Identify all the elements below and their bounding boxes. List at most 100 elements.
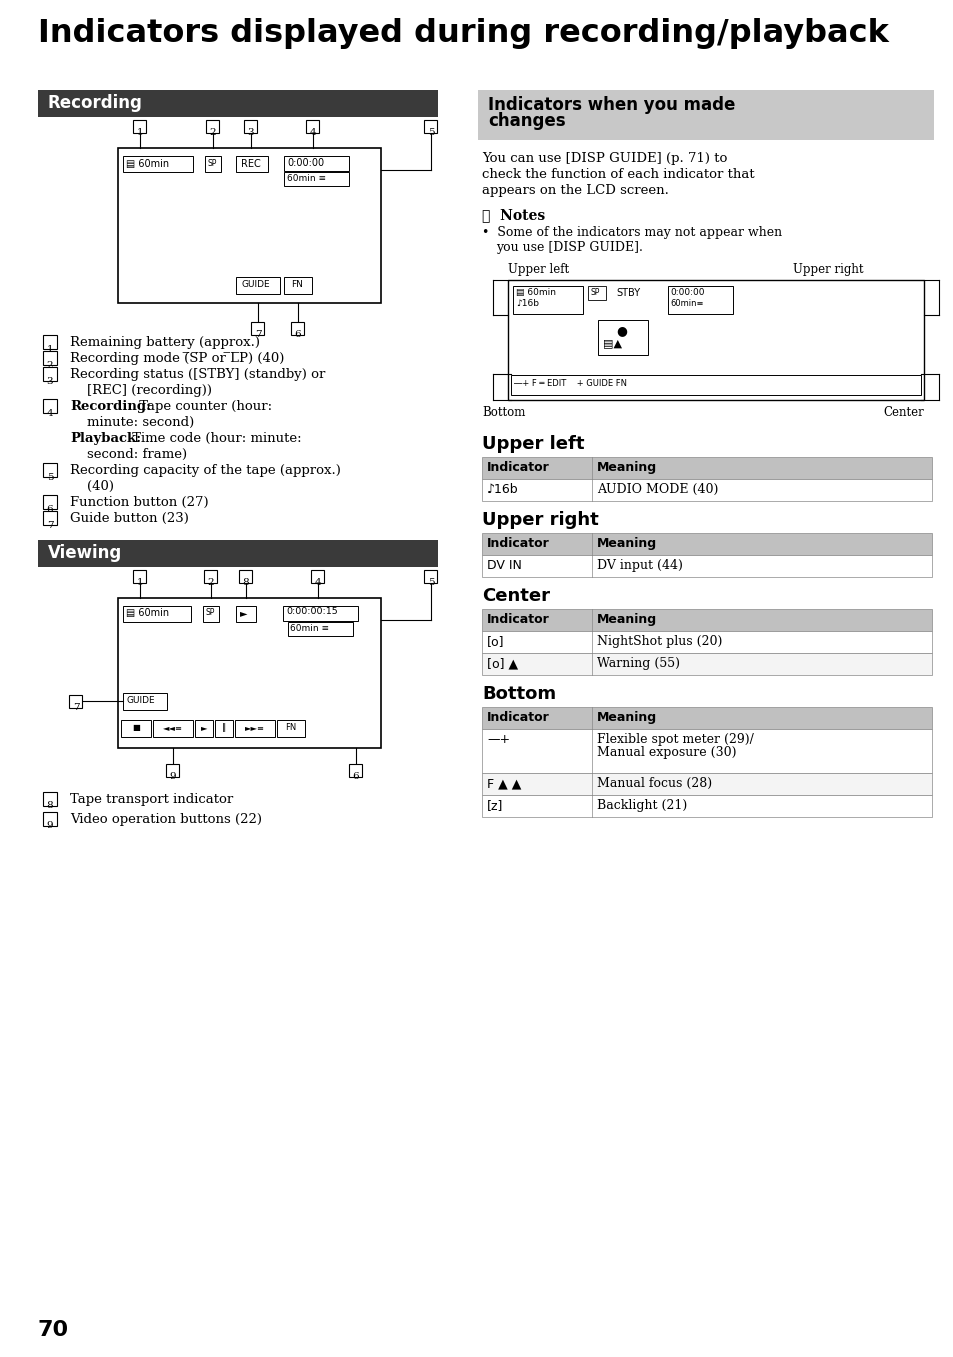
Text: 3: 3 bbox=[248, 128, 254, 137]
Text: FN: FN bbox=[291, 280, 302, 289]
Text: 2: 2 bbox=[47, 361, 53, 369]
Text: Indicators displayed during recording/playback: Indicators displayed during recording/pl… bbox=[38, 18, 888, 49]
Text: Guide button (23): Guide button (23) bbox=[70, 512, 189, 525]
Bar bbox=[203, 607, 219, 622]
Text: Tape transport indicator: Tape transport indicator bbox=[70, 792, 233, 806]
Text: ►: ► bbox=[240, 608, 247, 617]
Text: Flexible spot meter (29)/: Flexible spot meter (29)/ bbox=[597, 733, 753, 746]
Text: Upper right: Upper right bbox=[793, 263, 863, 275]
Text: 7: 7 bbox=[47, 521, 53, 529]
Bar bbox=[477, 90, 933, 140]
Text: Upper left: Upper left bbox=[481, 436, 584, 453]
Text: 60min ≡: 60min ≡ bbox=[290, 624, 329, 632]
Text: 60min ≡: 60min ≡ bbox=[287, 174, 326, 183]
Text: —+: —+ bbox=[486, 733, 510, 746]
Bar bbox=[167, 764, 179, 776]
Text: 0:00:00: 0:00:00 bbox=[669, 288, 703, 297]
Text: Warning (55): Warning (55) bbox=[597, 657, 679, 670]
Text: second: frame): second: frame) bbox=[70, 448, 187, 461]
Bar bbox=[133, 570, 147, 582]
Text: ♪16b: ♪16b bbox=[516, 299, 538, 308]
Text: ♪16b: ♪16b bbox=[486, 483, 518, 497]
Bar bbox=[43, 463, 57, 478]
Text: Indicator: Indicator bbox=[486, 537, 549, 550]
Bar bbox=[481, 729, 931, 773]
Text: Time code (hour: minute:: Time code (hour: minute: bbox=[129, 432, 302, 445]
Text: Center: Center bbox=[882, 406, 923, 419]
Text: Meaning: Meaning bbox=[597, 711, 657, 725]
Text: ■: ■ bbox=[132, 723, 140, 731]
Text: Bottom: Bottom bbox=[481, 685, 556, 703]
Text: 4: 4 bbox=[310, 128, 316, 137]
Bar bbox=[123, 607, 191, 622]
Bar bbox=[292, 322, 304, 334]
Text: 5: 5 bbox=[427, 578, 434, 588]
Text: ►: ► bbox=[200, 723, 207, 731]
Text: Upper left: Upper left bbox=[507, 263, 569, 275]
Bar bbox=[306, 119, 319, 133]
Text: 2: 2 bbox=[208, 578, 214, 588]
Bar bbox=[121, 721, 151, 737]
Text: SP: SP bbox=[208, 159, 217, 168]
Text: AUDIO MODE (40): AUDIO MODE (40) bbox=[597, 483, 718, 497]
Bar bbox=[507, 280, 923, 400]
Text: REC: REC bbox=[241, 159, 260, 170]
Text: 60min≡: 60min≡ bbox=[669, 299, 702, 308]
Bar bbox=[204, 570, 217, 582]
Bar bbox=[194, 721, 213, 737]
Text: 0:00:00: 0:00:00 bbox=[287, 157, 324, 168]
Text: Upper right: Upper right bbox=[481, 512, 598, 529]
Text: Recording mode (̅S̅P or ̅L̅P) (40): Recording mode (̅S̅P or ̅L̅P) (40) bbox=[70, 351, 284, 365]
Text: Manual exposure (30): Manual exposure (30) bbox=[597, 746, 736, 759]
Text: 9: 9 bbox=[170, 772, 176, 782]
Bar bbox=[481, 653, 931, 674]
Text: [REC] (recording)): [REC] (recording)) bbox=[70, 384, 212, 398]
Text: 6: 6 bbox=[47, 505, 53, 513]
Bar bbox=[43, 399, 57, 413]
Text: DV input (44): DV input (44) bbox=[597, 559, 682, 573]
Text: ―+ F ═ EDIT    + GUIDE FN: ―+ F ═ EDIT + GUIDE FN bbox=[514, 379, 626, 388]
Text: SP: SP bbox=[590, 288, 599, 297]
Text: Remaining battery (approx.): Remaining battery (approx.) bbox=[70, 337, 260, 349]
Text: F ▲ ▲: F ▲ ▲ bbox=[486, 778, 521, 790]
Text: ►►≡: ►►≡ bbox=[245, 723, 265, 731]
Bar bbox=[283, 607, 357, 622]
Text: 9: 9 bbox=[47, 821, 53, 830]
Text: appears on the LCD screen.: appears on the LCD screen. bbox=[481, 185, 668, 197]
Bar bbox=[481, 631, 931, 653]
Text: 4: 4 bbox=[47, 408, 53, 418]
Text: STBY: STBY bbox=[616, 288, 639, 299]
Text: Video operation buttons (22): Video operation buttons (22) bbox=[70, 813, 262, 826]
Text: Meaning: Meaning bbox=[597, 461, 657, 474]
Bar bbox=[284, 277, 312, 294]
Text: 6: 6 bbox=[353, 772, 359, 782]
Text: You can use [DISP GUIDE] (p. 71) to: You can use [DISP GUIDE] (p. 71) to bbox=[481, 152, 726, 166]
Text: Recording:: Recording: bbox=[70, 400, 151, 413]
Text: [z]: [z] bbox=[486, 799, 503, 811]
Text: 8: 8 bbox=[47, 802, 53, 810]
Bar bbox=[252, 322, 264, 334]
Bar bbox=[43, 366, 57, 381]
Text: Indicator: Indicator bbox=[486, 613, 549, 626]
Text: changes: changes bbox=[488, 113, 565, 130]
Text: Recording: Recording bbox=[48, 94, 143, 113]
Bar bbox=[598, 320, 647, 356]
Text: Center: Center bbox=[481, 588, 550, 605]
Text: 7: 7 bbox=[254, 330, 261, 339]
Bar bbox=[43, 335, 57, 349]
Bar bbox=[123, 156, 193, 172]
Bar bbox=[349, 764, 362, 776]
Text: Indicator: Indicator bbox=[486, 461, 549, 474]
Bar bbox=[152, 721, 193, 737]
Text: 2: 2 bbox=[210, 128, 216, 137]
Bar bbox=[206, 119, 219, 133]
Bar bbox=[288, 622, 353, 636]
Bar bbox=[43, 351, 57, 365]
Text: 70: 70 bbox=[38, 1320, 69, 1339]
Text: minute: second): minute: second) bbox=[70, 417, 194, 429]
Text: 0:00:00:15: 0:00:00:15 bbox=[286, 607, 337, 616]
Bar bbox=[38, 90, 437, 117]
Text: Recording capacity of the tape (approx.): Recording capacity of the tape (approx.) bbox=[70, 464, 340, 478]
Text: ▤ 60min: ▤ 60min bbox=[126, 608, 169, 617]
Text: Manual focus (28): Manual focus (28) bbox=[597, 778, 711, 790]
